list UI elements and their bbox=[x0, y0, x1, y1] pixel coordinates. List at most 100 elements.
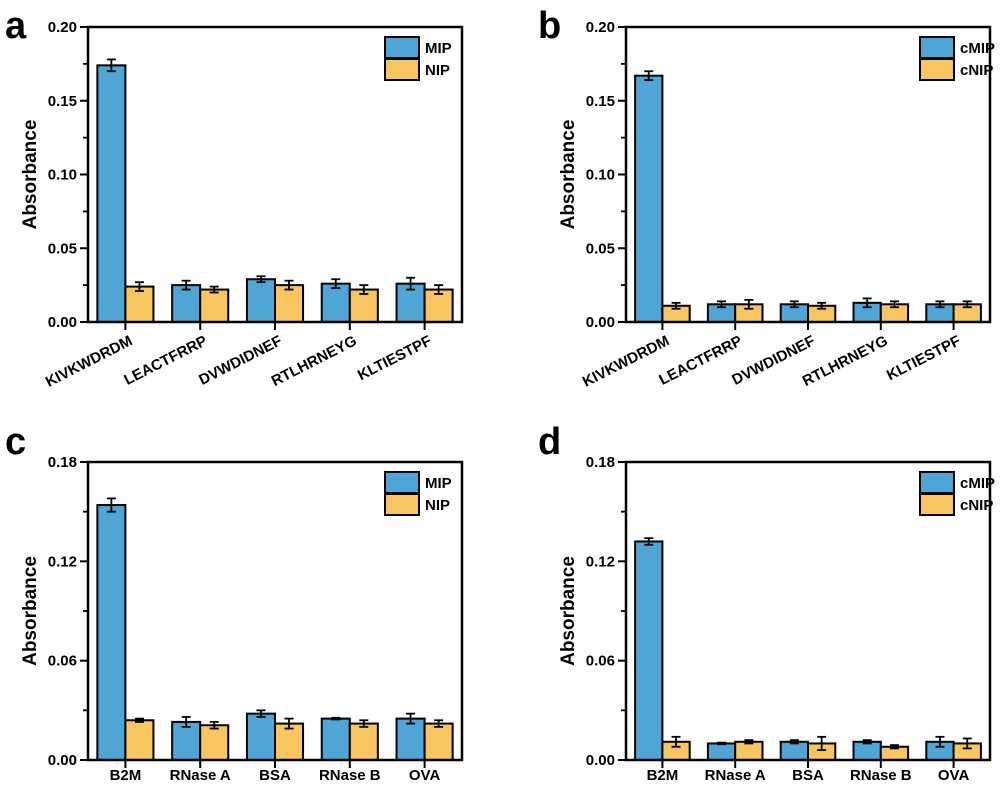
y-axis-title: Absorbance bbox=[20, 120, 41, 230]
error-bar-NIP-KIVKWDRDM bbox=[134, 281, 144, 292]
legend-swatch-cNIP bbox=[919, 58, 955, 81]
error-bar-NIP-RNase B bbox=[359, 719, 369, 728]
bar-MIP-RTLHRNEYG bbox=[320, 282, 351, 323]
error-bar-cMIP-DVWDIDNEF bbox=[789, 300, 799, 309]
panel-b-chart: b0.000.050.100.150.20KIVKWDRDMLEACTFRRPD… bbox=[538, 5, 995, 391]
bar-MIP-BSA bbox=[245, 712, 276, 761]
y-tick-label: 0.20 bbox=[48, 19, 77, 36]
error-bar-cMIP-LEACTFRRP bbox=[717, 300, 727, 309]
panel-letter-b: b bbox=[538, 5, 561, 47]
bar-NIP-B2M bbox=[124, 719, 155, 761]
y-axis-title: Absorbance bbox=[558, 120, 579, 230]
bar-cMIP-BSA bbox=[779, 740, 810, 761]
legend-swatch-MIP bbox=[384, 36, 420, 59]
x-tick-label: BSA bbox=[792, 767, 824, 784]
error-bar-NIP-LEACTFRRP bbox=[209, 285, 219, 294]
error-bar-NIP-KLTIESTPF bbox=[434, 284, 444, 295]
error-bar-cNIP-RNase A bbox=[744, 739, 754, 745]
legend-swatch-MIP bbox=[384, 471, 420, 494]
legend-label-MIP: MIP bbox=[425, 475, 452, 492]
x-tick-label: OVA bbox=[409, 767, 441, 784]
error-bar-cMIP-KLTIESTPF bbox=[935, 300, 945, 309]
error-bar-NIP-RTLHRNEYG bbox=[359, 284, 369, 295]
error-bar-NIP-B2M bbox=[134, 717, 144, 723]
legend-label-NIP: NIP bbox=[425, 62, 450, 79]
bar-MIP-LEACTFRRP bbox=[171, 284, 202, 323]
y-tick-label: 0.18 bbox=[586, 454, 615, 471]
bar-NIP-DVWDIDNEF bbox=[274, 284, 305, 323]
bar-MIP-OVA bbox=[395, 717, 426, 762]
y-tick-label: 0.05 bbox=[586, 240, 615, 257]
error-bar-MIP-OVA bbox=[406, 712, 416, 725]
error-bar-MIP-KIVKWDRDM bbox=[106, 58, 116, 73]
y-tick-label: 0.15 bbox=[48, 93, 77, 110]
bar-NIP-OVA bbox=[423, 722, 454, 762]
error-bar-cMIP-B2M bbox=[644, 537, 654, 546]
bar-cMIP-RNase A bbox=[706, 742, 737, 762]
panel-a-chart: a0.000.050.100.150.20KIVKWDRDMLEACTFRRPD… bbox=[5, 5, 464, 391]
panel-letter-a: a bbox=[5, 5, 27, 47]
legend-label-cMIP: cMIP bbox=[960, 40, 995, 57]
legend-label-cNIP: cNIP bbox=[960, 497, 993, 514]
y-tick-label: 0.12 bbox=[586, 553, 615, 570]
y-tick-label: 0.12 bbox=[48, 553, 77, 570]
error-bar-cNIP-DVWDIDNEF bbox=[817, 301, 827, 310]
error-bar-MIP-RNase B bbox=[331, 716, 341, 721]
panel-letter-c: c bbox=[5, 421, 26, 463]
x-tick-label: RNase B bbox=[850, 767, 912, 784]
error-bar-cMIP-RNase B bbox=[862, 739, 872, 745]
x-tick-label: RNase A bbox=[705, 767, 766, 784]
error-bar-MIP-B2M bbox=[106, 497, 116, 513]
legend-swatch-cMIP bbox=[919, 471, 955, 494]
y-tick-label: 0.15 bbox=[586, 93, 615, 110]
x-tick-label: B2M bbox=[647, 767, 679, 784]
bar-NIP-RNase A bbox=[199, 724, 230, 762]
x-tick-label: KIVKWDRDM bbox=[580, 332, 672, 390]
y-tick-label: 0.00 bbox=[586, 314, 615, 331]
error-bar-MIP-BSA bbox=[256, 709, 266, 718]
bar-NIP-RNase B bbox=[348, 722, 379, 762]
bar-MIP-RNase B bbox=[320, 717, 351, 762]
error-bar-MIP-RTLHRNEYG bbox=[331, 278, 341, 289]
error-bar-NIP-DVWDIDNEF bbox=[284, 279, 294, 291]
error-bar-cMIP-RNase A bbox=[717, 741, 727, 746]
bar-cMIP-RNase B bbox=[852, 740, 882, 761]
y-tick-label: 0.10 bbox=[586, 167, 615, 184]
error-bar-NIP-RNase A bbox=[209, 721, 219, 730]
error-bar-cNIP-RNase B bbox=[889, 744, 899, 750]
error-bar-NIP-OVA bbox=[434, 719, 444, 728]
y-tick-label: 0.00 bbox=[48, 752, 77, 769]
error-bar-cNIP-LEACTFRRP bbox=[744, 298, 754, 310]
bar-MIP-KIVKWDRDM bbox=[96, 64, 127, 323]
y-tick-label: 0.06 bbox=[586, 653, 615, 670]
bar-NIP-KLTIESTPF bbox=[423, 288, 454, 323]
error-bar-cNIP-KLTIESTPF bbox=[962, 300, 972, 309]
x-tick-label: RNase B bbox=[319, 767, 381, 784]
error-bar-cMIP-KIVKWDRDM bbox=[644, 70, 654, 81]
y-tick-label: 0.20 bbox=[586, 19, 615, 36]
y-tick-label: 0.00 bbox=[48, 314, 77, 331]
panel-d-chart: d 0.00 0.06 0.12 0.18 B2M RNase A BSA RNase B OVA… bbox=[538, 421, 995, 784]
legend-swatch-NIP bbox=[384, 58, 420, 81]
bar-MIP-DVWDIDNEF bbox=[245, 278, 276, 324]
bar-cMIP-B2M bbox=[634, 540, 664, 761]
bar-cNIP-RNase A bbox=[734, 740, 764, 761]
y-tick-label: 0.18 bbox=[48, 454, 77, 471]
legend-swatch-cNIP bbox=[919, 493, 955, 516]
panel-c-chart: c 0.00 0.06 0.12 0.18 B2M RNase A BSA RNase B OVA… bbox=[5, 421, 464, 784]
x-tick-label: B2M bbox=[110, 767, 142, 784]
error-bar-cMIP-RTLHRNEYG bbox=[862, 297, 872, 309]
x-tick-label: BSA bbox=[259, 767, 291, 784]
legend-swatch-NIP bbox=[384, 493, 420, 516]
error-bar-MIP-KLTIESTPF bbox=[406, 276, 416, 291]
y-tick-label: 0.05 bbox=[48, 240, 77, 257]
bar-MIP-B2M bbox=[96, 504, 127, 761]
x-tick-label: RTLHRNEYG bbox=[269, 332, 360, 390]
error-bar-cNIP-B2M bbox=[671, 735, 681, 748]
legend-label-NIP: NIP bbox=[425, 497, 450, 514]
x-tick-label: KLTIESTPF bbox=[884, 332, 963, 384]
x-tick-label: LEACTFRRP bbox=[121, 332, 210, 388]
y-tick-label: 0.10 bbox=[48, 167, 77, 184]
panel-letter-d: d bbox=[538, 421, 561, 463]
